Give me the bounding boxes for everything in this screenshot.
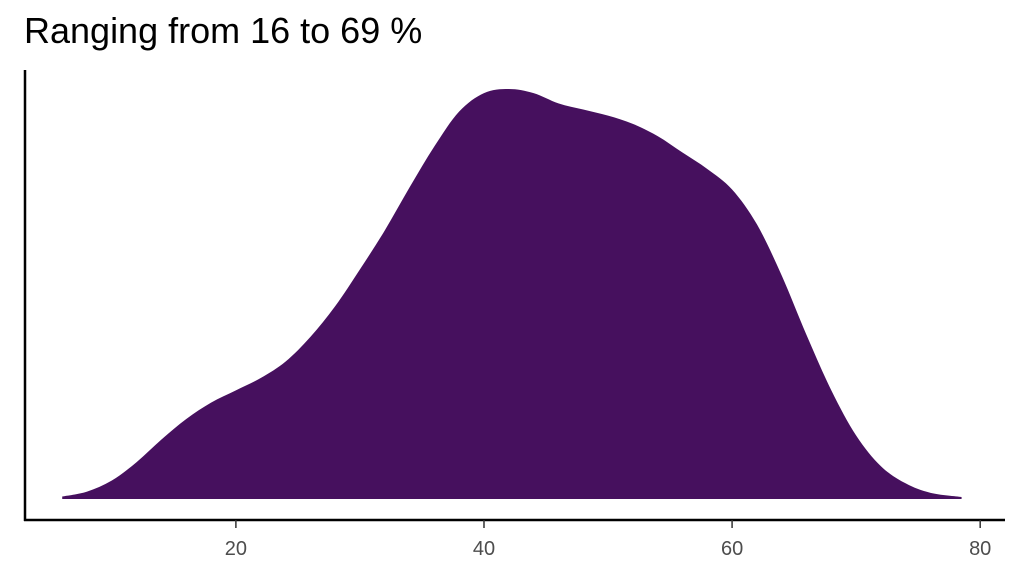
x-tick-label-80: 80 bbox=[969, 538, 991, 560]
x-tick-label-20: 20 bbox=[225, 538, 247, 560]
x-tick-label-60: 60 bbox=[721, 538, 743, 560]
chart-title: Ranging from 16 to 69 % bbox=[24, 10, 423, 51]
area-layer bbox=[62, 89, 962, 499]
density-area-0 bbox=[62, 89, 962, 499]
x-tick-label-40: 40 bbox=[473, 538, 495, 560]
axis-layer: 20 40 60 80 bbox=[23, 70, 1005, 560]
